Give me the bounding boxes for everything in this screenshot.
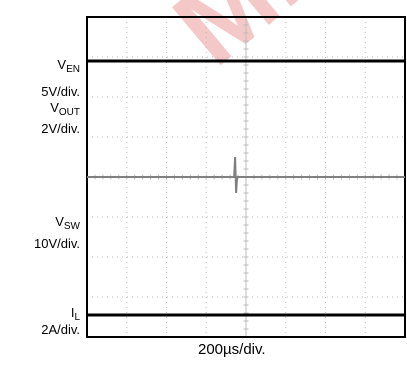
vsw-label-main: V — [55, 214, 64, 229]
il-label: IL — [70, 305, 80, 323]
x-axis-label: 200µs/div. — [198, 341, 266, 358]
ven-scale: 5V/div. — [41, 84, 80, 99]
vsw-label-sub: SW — [63, 221, 80, 232]
vout-label-main: V — [50, 100, 59, 115]
trace-vsw — [87, 156, 405, 194]
watermark-text: MP2 — [151, 0, 403, 88]
il-scale: 2A/div. — [41, 322, 80, 337]
vsw-scale: 10V/div. — [33, 236, 80, 251]
vout-scale: 2V/div. — [41, 121, 80, 136]
vsw-label: VSW — [55, 214, 80, 232]
ven-label: VEN — [57, 57, 80, 75]
vout-label-sub: OUT — [58, 107, 80, 118]
vout-label: VOUT — [50, 100, 80, 118]
il-label-sub: L — [74, 312, 80, 323]
ven-label-main: V — [57, 57, 67, 72]
plot-traces — [87, 59, 405, 317]
il-label-main: I — [70, 305, 75, 320]
ven-label-sub: EN — [66, 64, 80, 75]
